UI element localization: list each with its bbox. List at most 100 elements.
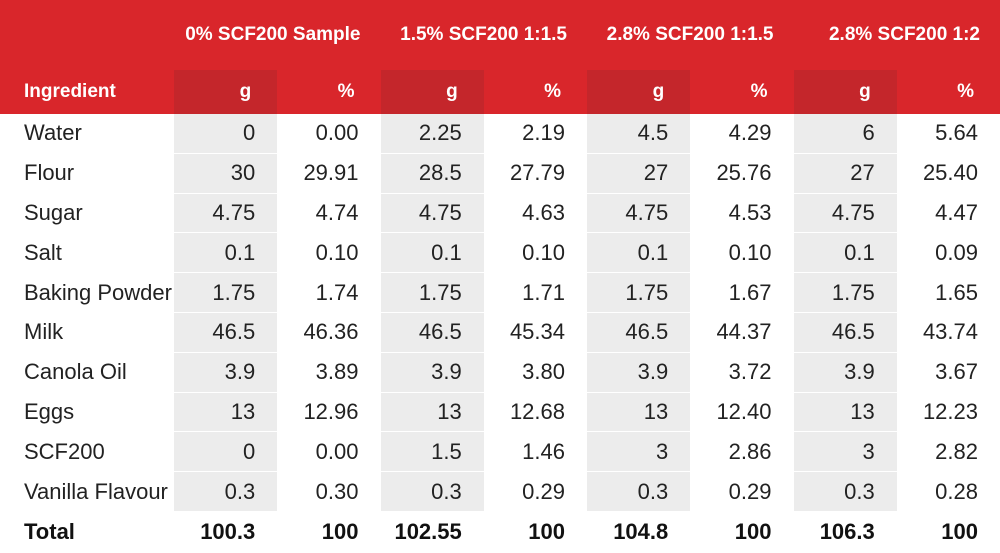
- unit-header: %: [277, 70, 380, 114]
- percent-cell: 0.00: [277, 432, 380, 472]
- unit-header: g: [587, 70, 690, 114]
- percent-cell: 1.67: [690, 273, 793, 313]
- grams-cell: 28.5: [381, 153, 484, 193]
- unit-header: g: [794, 70, 897, 114]
- percent-cell: 2.86: [690, 432, 793, 472]
- percent-cell: 2.82: [897, 432, 1000, 472]
- group-header-row: 0% SCF200 Sample 1.5% SCF200 1:1.5 2.8% …: [0, 0, 1000, 70]
- grams-cell: 100.3: [174, 511, 277, 552]
- total-label: Total: [0, 511, 174, 552]
- group-header-2-8pct-1-2: 2.8% SCF200 1:2: [794, 0, 1000, 70]
- grams-cell: 13: [381, 392, 484, 432]
- grams-cell: 3.9: [174, 352, 277, 392]
- percent-cell: 12.96: [277, 392, 380, 432]
- percent-cell: 4.47: [897, 193, 1000, 233]
- grams-cell: 13: [174, 392, 277, 432]
- percent-cell: 5.64: [897, 114, 1000, 153]
- percent-cell: 0.29: [484, 472, 587, 512]
- grams-cell: 27: [587, 153, 690, 193]
- percent-cell: 0.30: [277, 472, 380, 512]
- grams-cell: 46.5: [794, 312, 897, 352]
- grams-cell: 0.1: [794, 233, 897, 273]
- grams-cell: 0.3: [174, 472, 277, 512]
- percent-cell: 1.46: [484, 432, 587, 472]
- grams-cell: 0.1: [381, 233, 484, 273]
- grams-cell: 0.3: [587, 472, 690, 512]
- grams-cell: 1.75: [381, 273, 484, 313]
- percent-cell: 3.80: [484, 352, 587, 392]
- grams-cell: 3: [794, 432, 897, 472]
- grams-cell: 27: [794, 153, 897, 193]
- grams-cell: 4.75: [381, 193, 484, 233]
- grams-cell: 3.9: [794, 352, 897, 392]
- unit-header: g: [174, 70, 277, 114]
- ingredient-name: Baking Powder: [0, 273, 174, 313]
- percent-cell: 3.89: [277, 352, 380, 392]
- percent-cell: 0.10: [484, 233, 587, 273]
- grams-cell: 3: [587, 432, 690, 472]
- grams-cell: 1.75: [794, 273, 897, 313]
- group-header-1-5pct: 1.5% SCF200 1:1.5: [381, 0, 588, 70]
- grams-cell: 1.5: [381, 432, 484, 472]
- unit-header-row: Ingredient g % g % g % g %: [0, 70, 1000, 114]
- percent-cell: 1.74: [277, 273, 380, 313]
- ingredient-column-header: Ingredient: [0, 70, 174, 114]
- grams-cell: 4.75: [794, 193, 897, 233]
- percent-cell: 4.29: [690, 114, 793, 153]
- grams-cell: 1.75: [174, 273, 277, 313]
- percent-cell: 43.74: [897, 312, 1000, 352]
- percent-cell: 4.74: [277, 193, 380, 233]
- percent-cell: 3.67: [897, 352, 1000, 392]
- ingredient-name: Milk: [0, 312, 174, 352]
- grams-cell: 46.5: [174, 312, 277, 352]
- ingredient-name: Eggs: [0, 392, 174, 432]
- grams-cell: 3.9: [381, 352, 484, 392]
- percent-cell: 12.23: [897, 392, 1000, 432]
- grams-cell: 6: [794, 114, 897, 153]
- grams-cell: 13: [794, 392, 897, 432]
- unit-header: %: [897, 70, 1000, 114]
- percent-cell: 44.37: [690, 312, 793, 352]
- grams-cell: 104.8: [587, 511, 690, 552]
- grams-cell: 4.5: [587, 114, 690, 153]
- grams-cell: 2.25: [381, 114, 484, 153]
- percent-cell: 12.40: [690, 392, 793, 432]
- percent-cell: 12.68: [484, 392, 587, 432]
- percent-cell: 27.79: [484, 153, 587, 193]
- ingredient-name: Flour: [0, 153, 174, 193]
- group-header-2-8pct-1-1-5: 2.8% SCF200 1:1.5: [587, 0, 794, 70]
- grams-cell: 1.75: [587, 273, 690, 313]
- group-header-0pct: 0% SCF200 Sample: [174, 0, 381, 70]
- percent-cell: 25.76: [690, 153, 793, 193]
- ingredient-name: Vanilla Flavour: [0, 472, 174, 512]
- percent-cell: 0.09: [897, 233, 1000, 273]
- percent-cell: 100: [690, 511, 793, 552]
- unit-header: %: [484, 70, 587, 114]
- grams-cell: 46.5: [381, 312, 484, 352]
- grams-cell: 4.75: [587, 193, 690, 233]
- grams-cell: 0.1: [587, 233, 690, 273]
- percent-cell: 0.29: [690, 472, 793, 512]
- ingredient-name: SCF200: [0, 432, 174, 472]
- grams-cell: 0.1: [174, 233, 277, 273]
- grams-cell: 102.55: [381, 511, 484, 552]
- percent-cell: 0.10: [690, 233, 793, 273]
- grams-cell: 0.3: [794, 472, 897, 512]
- percent-cell: 25.40: [897, 153, 1000, 193]
- percent-cell: 1.71: [484, 273, 587, 313]
- unit-header: g: [381, 70, 484, 114]
- ingredient-name: Sugar: [0, 193, 174, 233]
- percent-cell: 0.00: [277, 114, 380, 153]
